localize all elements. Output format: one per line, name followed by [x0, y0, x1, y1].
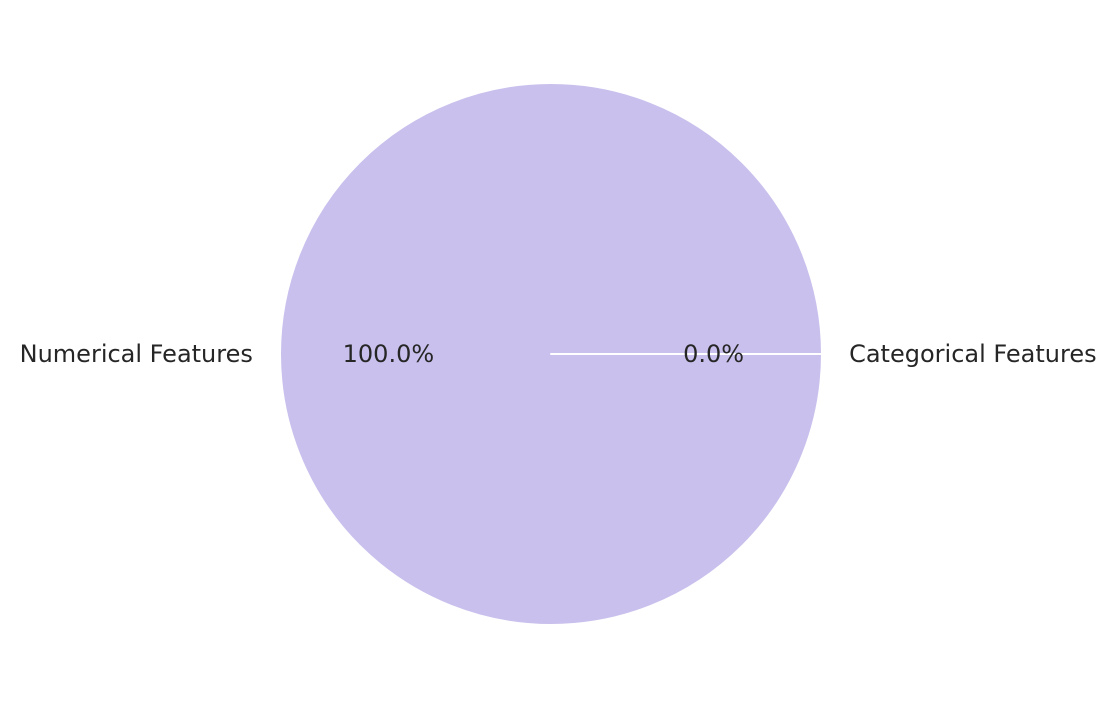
- slice-percent-categorical-features: 0.0%: [683, 340, 744, 368]
- slice-label-numerical-features: Numerical Features: [20, 340, 253, 368]
- slice-label-categorical-features: Categorical Features: [849, 340, 1097, 368]
- pie-labels: Numerical Features 100.0% Categorical Feat…: [20, 340, 1097, 368]
- pie-wedges: [279, 82, 823, 626]
- slice-percent-numerical-features: 100.0%: [343, 340, 435, 368]
